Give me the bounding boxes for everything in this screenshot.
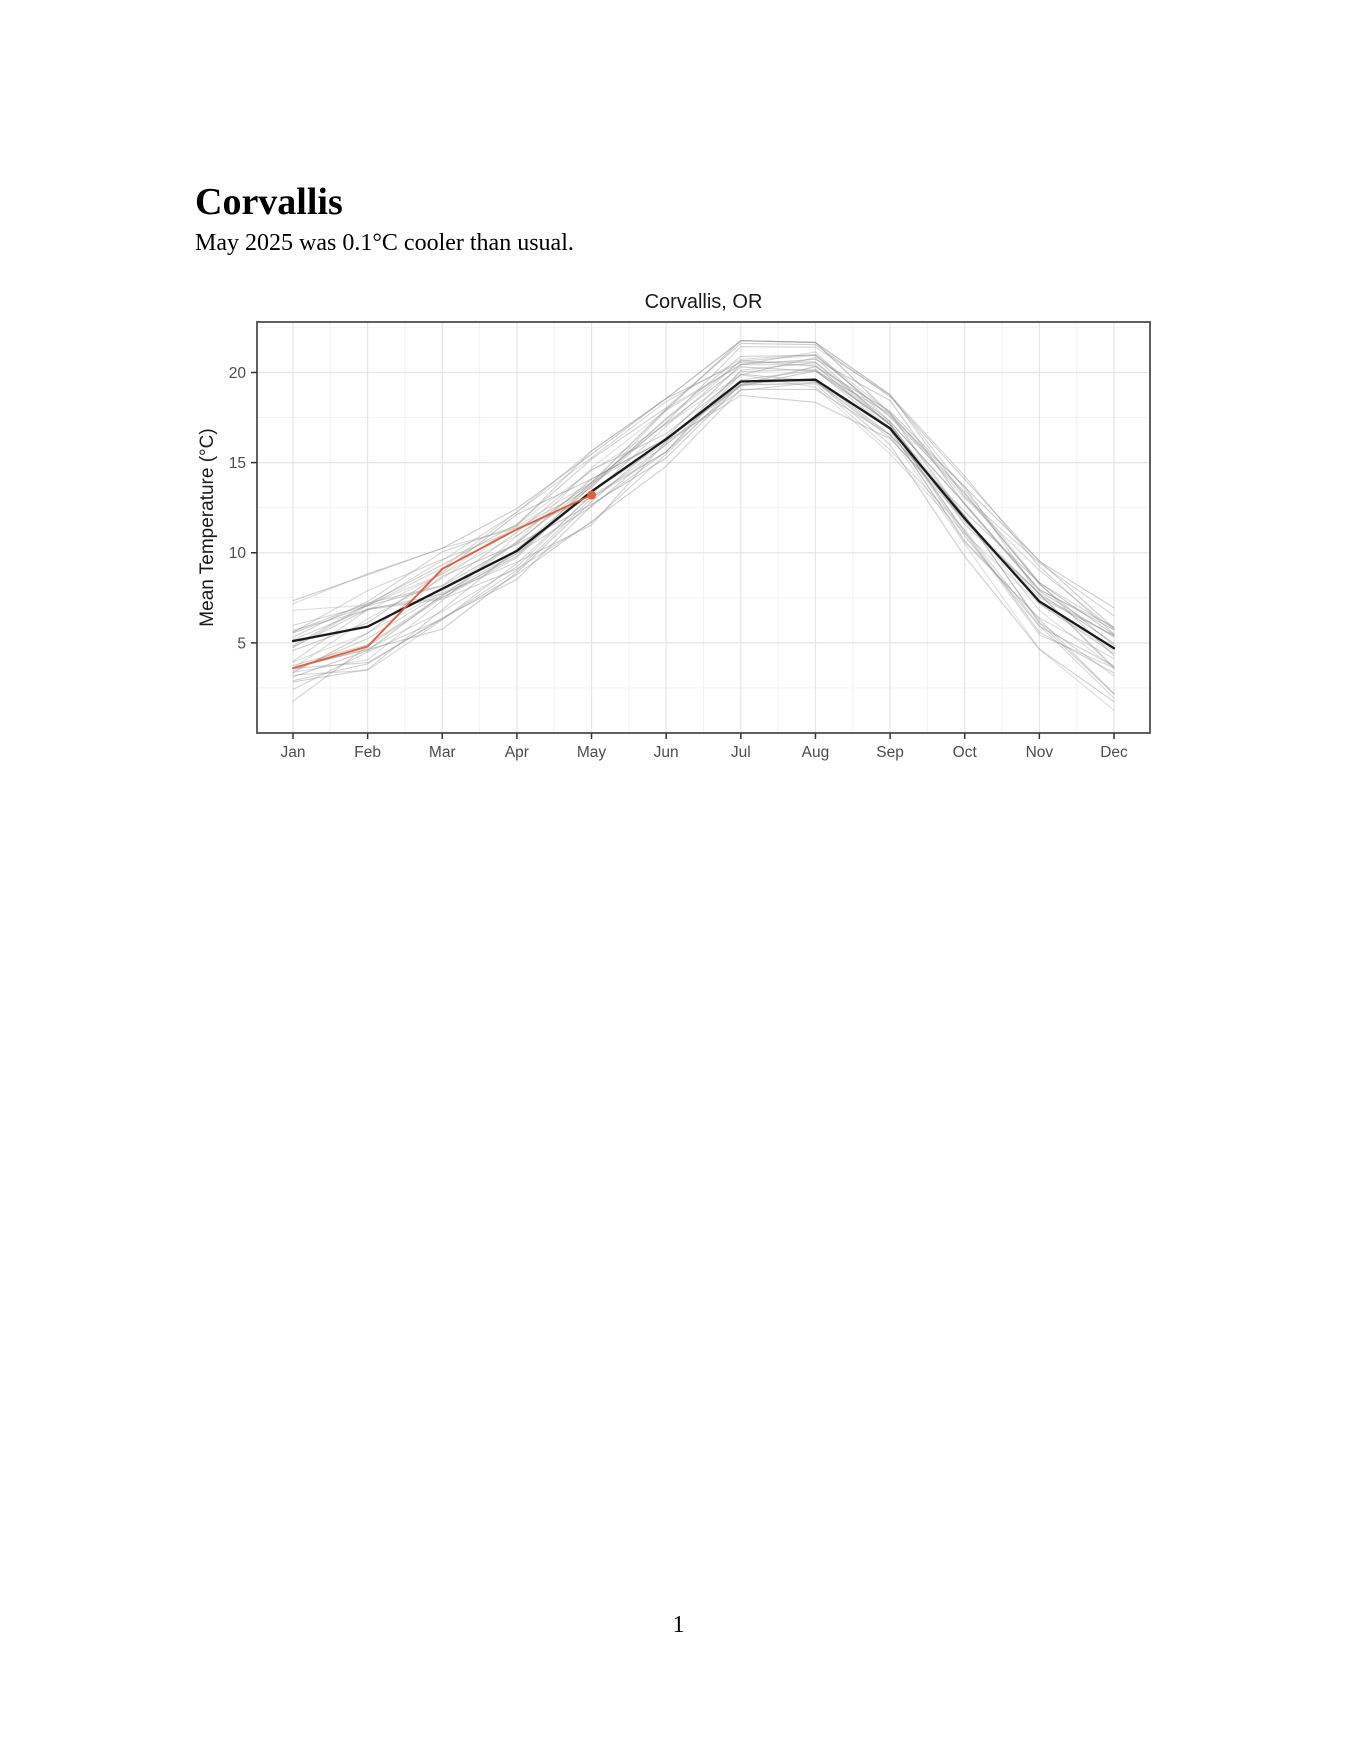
x-axis-tick-label: Dec bbox=[1100, 744, 1128, 761]
x-axis-tick-label: Mar bbox=[429, 744, 456, 761]
chart-title: Corvallis, OR bbox=[645, 291, 763, 313]
temperature-chart-figure: 5 10 15 20 Jan Feb Mar Apr May Jun Jul Aug Sep Oct Nov… bbox=[170, 270, 1170, 770]
historical-year-line bbox=[292, 373, 1115, 703]
current-month-marker bbox=[587, 490, 597, 500]
x-axis-tick-label: Feb bbox=[354, 744, 381, 761]
historical-year-line bbox=[292, 366, 1115, 674]
historical-year-line bbox=[292, 364, 1115, 673]
y-axis-tick-label: 15 bbox=[229, 455, 246, 472]
historical-year-line bbox=[292, 383, 1115, 699]
x-axis-tick-label: May bbox=[577, 744, 607, 761]
page-heading: Corvallis bbox=[195, 181, 343, 223]
historical-year-line bbox=[292, 369, 1115, 695]
historical-year-line bbox=[292, 346, 1115, 683]
historical-year-line bbox=[292, 354, 1115, 667]
plot-frame bbox=[256, 321, 1151, 734]
historical-year-line bbox=[292, 359, 1115, 670]
historical-year-line bbox=[292, 381, 1115, 702]
historical-year-line bbox=[292, 355, 1115, 641]
x-axis-tick-label: Sep bbox=[876, 744, 904, 761]
historical-year-line bbox=[292, 366, 1115, 678]
x-axis-tick-label: Oct bbox=[953, 744, 978, 761]
y-axis-tick-label: 10 bbox=[229, 545, 247, 562]
temperature-line-chart: 5 10 15 20 Jan Feb Mar Apr May Jun Jul Aug Sep Oct Nov… bbox=[197, 291, 1151, 761]
historical-year-line bbox=[292, 340, 1115, 638]
current-year-line bbox=[292, 494, 593, 670]
historical-year-line bbox=[292, 356, 1115, 667]
x-axis-tick-label: Nov bbox=[1026, 744, 1054, 761]
historical-year-line bbox=[292, 340, 1115, 649]
mean-temperature-line bbox=[291, 378, 1116, 650]
x-axis-tick-label: Jan bbox=[281, 744, 306, 761]
x-axis-tick-label: Jun bbox=[654, 744, 679, 761]
historical-year-line bbox=[292, 358, 1115, 669]
historical-year-line bbox=[292, 351, 1115, 628]
historical-year-line bbox=[292, 370, 1115, 646]
x-axis-tick-label: Aug bbox=[802, 744, 830, 761]
historical-year-line bbox=[292, 342, 1115, 647]
historical-year-line bbox=[292, 361, 1115, 631]
y-axis-title: Mean Temperature (°C) bbox=[197, 428, 218, 626]
historical-year-line bbox=[292, 353, 1115, 631]
y-axis-tick-label: 5 bbox=[237, 635, 246, 652]
historical-year-line bbox=[292, 381, 1115, 711]
page-subtitle: May 2025 was 0.1°C cooler than usual. bbox=[195, 230, 574, 256]
page-number: 1 bbox=[672, 1612, 685, 1638]
historical-year-line bbox=[292, 374, 1115, 652]
y-axis-tick-label: 20 bbox=[229, 365, 247, 382]
x-axis-tick-label: Apr bbox=[505, 744, 529, 761]
x-axis-tick-label: Jul bbox=[731, 744, 751, 761]
